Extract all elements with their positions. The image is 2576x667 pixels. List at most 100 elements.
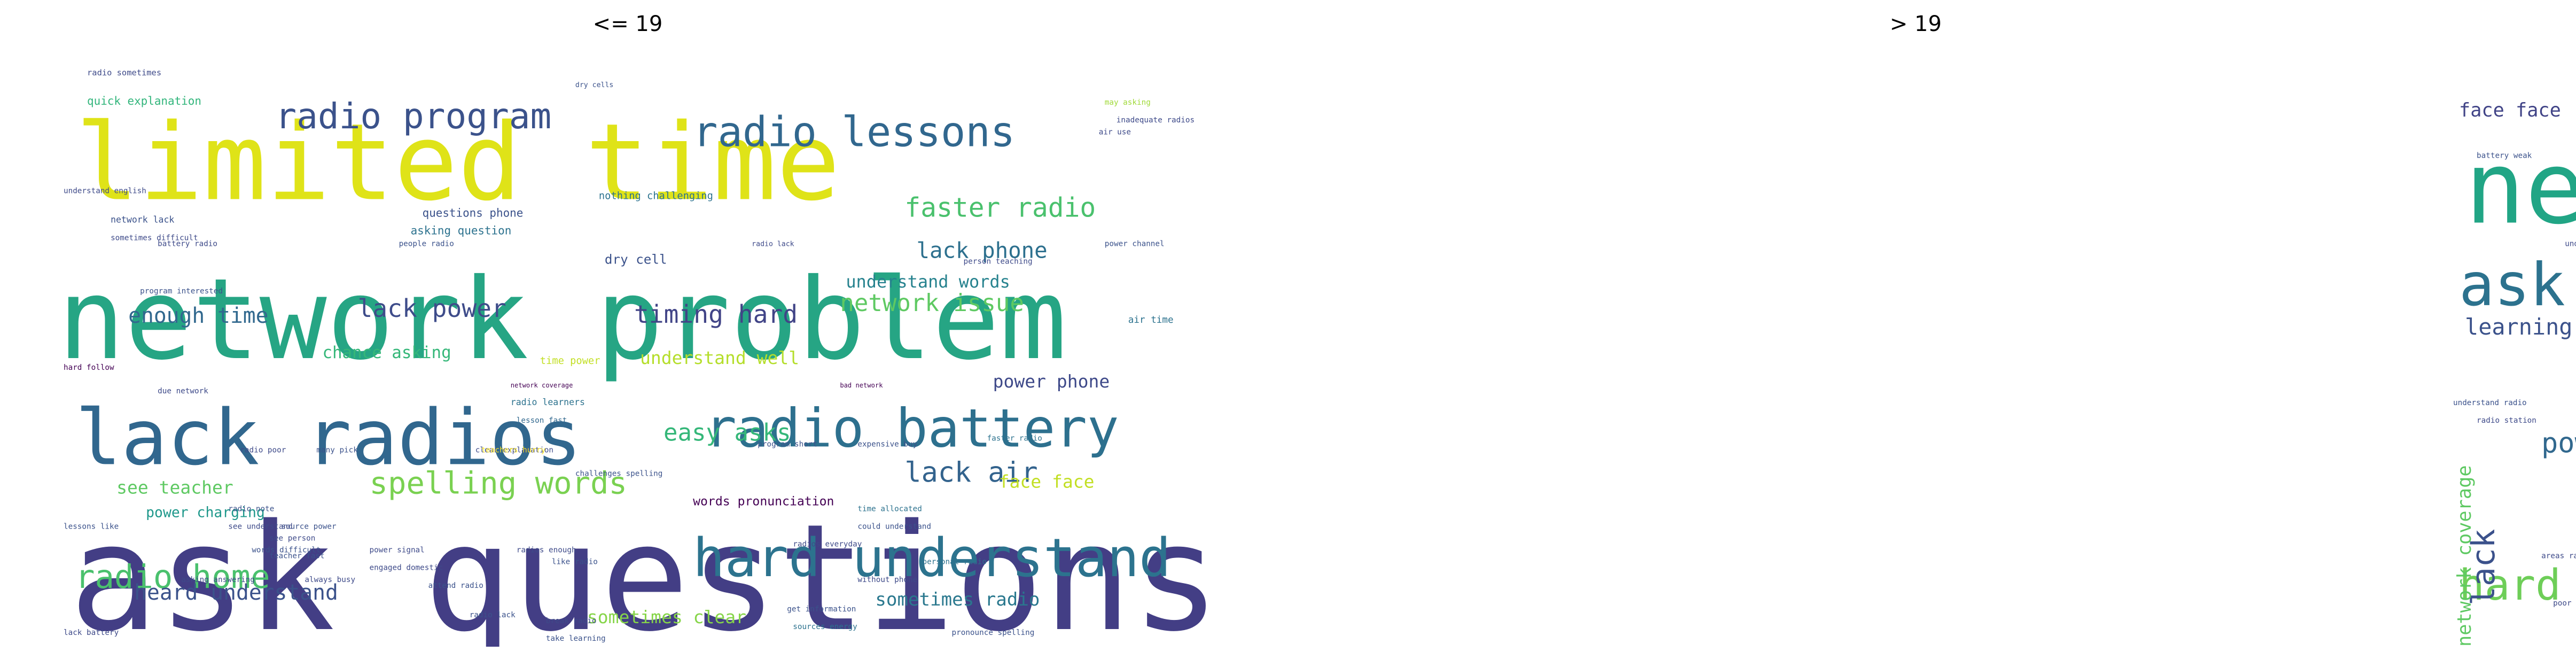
word-network-coverage: network coverage bbox=[2454, 465, 2476, 647]
word-faster-radio: faster radio bbox=[904, 192, 1096, 223]
word-radio-note: radio note bbox=[228, 505, 274, 514]
word-limited-time: limited time bbox=[75, 100, 840, 224]
word-asking-question: asking question bbox=[411, 224, 512, 237]
word-radio-home: radio home bbox=[75, 559, 270, 596]
panel-title: <= 19 bbox=[592, 12, 663, 36]
word-radio-learners: radio learners bbox=[511, 397, 585, 407]
word-program-short: program short bbox=[758, 440, 817, 448]
word-radio-poor: radio poor bbox=[240, 446, 286, 454]
word-radios-everyday: radios everyday bbox=[793, 540, 862, 549]
word-source-power: source power bbox=[281, 523, 337, 531]
wordcloud-panel-left: <= 19 ask questions network problem limite… bbox=[58, 12, 1220, 647]
panel-title: > 19 bbox=[1890, 12, 1942, 36]
word-hard-follow: hard follow bbox=[64, 363, 114, 372]
word-words-pronunciation: words pronunciation bbox=[693, 495, 834, 509]
word-radio-program: radio program bbox=[275, 96, 551, 137]
word-poor-communication: poor communication bbox=[2553, 599, 2576, 608]
word-face-face: face face bbox=[999, 471, 1095, 492]
word-lack-battery: lack battery bbox=[64, 629, 119, 637]
word-sometimes-radio: sometimes radio bbox=[875, 589, 1040, 610]
word-radio-sometimes: radio sometimes bbox=[87, 68, 161, 77]
word-spelling-words: spelling words bbox=[370, 465, 627, 501]
word-lack-phone: lack phone bbox=[916, 238, 1047, 263]
word-questions-phone: questions phone bbox=[423, 207, 524, 220]
word-timing-hard: timing hard bbox=[634, 300, 798, 329]
word-network-issue: network issue bbox=[840, 290, 1024, 317]
word-radio-lack: radio lack bbox=[470, 611, 516, 619]
word-battery-radio: battery radio bbox=[158, 240, 217, 249]
word-asking-answering: asking answering bbox=[181, 576, 255, 584]
word-expensive-buy: expensive buy bbox=[857, 440, 917, 448]
word-understand-english: understand english bbox=[64, 187, 146, 195]
word-power-channel: power channel bbox=[1105, 240, 1165, 249]
word-enough-time: enough time bbox=[128, 304, 268, 328]
word-teacher-fast: teacher fast bbox=[269, 552, 324, 561]
word-due-network: due network bbox=[158, 387, 208, 395]
word-without-phone: without phone bbox=[857, 576, 917, 584]
word-hard-understand: hard understand bbox=[2459, 560, 2576, 610]
word-lessons-like: lessons like bbox=[64, 523, 119, 531]
word-attend-radio: attend radio bbox=[428, 581, 483, 590]
word-dry-cell: dry cell bbox=[605, 252, 667, 267]
word-radio-station: radio station bbox=[2477, 416, 2536, 425]
word-network-problem: network problem bbox=[2465, 130, 2576, 246]
word-break-radio: break radio bbox=[546, 617, 597, 625]
word-bad-network: bad network bbox=[840, 382, 883, 389]
word-inadequate-radios: inadequate radios bbox=[1117, 116, 1195, 125]
word-radio-lack: radio lack bbox=[752, 241, 794, 249]
word-face-face: face face bbox=[2459, 99, 2561, 121]
word-network-lack: network lack bbox=[111, 215, 174, 225]
word-pronounce-spelling: pronounce spelling bbox=[952, 629, 1035, 637]
word-dry-cells: dry cells bbox=[575, 81, 614, 89]
word-power: power bbox=[2541, 427, 2576, 459]
word-heard-understand: heard understand bbox=[134, 580, 338, 605]
word-sometimes-clear: sometimes clear bbox=[587, 607, 746, 627]
word-air-use: air use bbox=[1099, 128, 1131, 136]
word-clear-explanation: clear explanation bbox=[475, 446, 553, 454]
word-understand-well: understand well bbox=[640, 347, 799, 368]
word-lack-radios: lack radios bbox=[75, 393, 582, 482]
word-network-coverage: network coverage bbox=[511, 382, 573, 389]
word-could-understand: could understand bbox=[857, 523, 931, 531]
word-faster-radio: faster radio bbox=[987, 434, 1042, 443]
word-easy-asks: easy asks bbox=[663, 419, 791, 446]
word-power-charging: power charging bbox=[146, 505, 265, 521]
word-nothing-challenging: nothing challenging bbox=[599, 190, 713, 201]
word-understand-radio: understand radio bbox=[2453, 399, 2527, 407]
word-personal-radio: personal radio bbox=[922, 558, 986, 567]
word-chance-asking: chance asking bbox=[322, 343, 451, 362]
word-hard-understand: hard understand bbox=[693, 528, 1171, 589]
word-power-phone: power phone bbox=[993, 371, 1110, 392]
word-see-person: see person bbox=[269, 534, 315, 543]
word-take-learning: take learning bbox=[546, 634, 606, 643]
word-engaged-domestic: engaged domestic bbox=[370, 564, 443, 572]
word-get-information: get information bbox=[787, 605, 856, 614]
word-lack-power: lack power bbox=[358, 294, 506, 323]
word-teachers-hurry: teachers hurry bbox=[481, 446, 546, 454]
word-lack-air: lack air bbox=[904, 456, 1037, 488]
word-people-radio: people radio bbox=[399, 240, 454, 249]
word-radios-enough: radios enough bbox=[517, 546, 576, 555]
word-lack: lack bbox=[2465, 529, 2502, 606]
word-power-signal: power signal bbox=[370, 546, 425, 555]
word-air-time: air time bbox=[1128, 315, 1174, 325]
word-quick-explanation: quick explanation bbox=[87, 95, 201, 107]
word-words-difficult: words difficult bbox=[252, 546, 321, 555]
word-program-interested: program interested bbox=[140, 287, 223, 296]
word-areas-radio: areas radio bbox=[2541, 552, 2576, 561]
word-time-allocated: time allocated bbox=[857, 505, 922, 514]
word-many-pick: many pick bbox=[316, 446, 358, 454]
word-sources-energy: sources energy bbox=[793, 623, 857, 631]
wordcloud-left: ask questions network problem limited time… bbox=[58, 68, 1220, 647]
word-ask-questions: ask questions bbox=[69, 492, 1220, 647]
word-see-teacher: see teacher bbox=[116, 477, 233, 498]
word-battery-weak: battery weak bbox=[2477, 151, 2532, 160]
word-always-busy: always busy bbox=[305, 576, 355, 584]
word-time-power: time power bbox=[540, 355, 600, 367]
word-see-understand: see understand bbox=[228, 523, 292, 531]
word-radio-lessons: radio lessons bbox=[693, 108, 1015, 156]
word-understand-words: understand words bbox=[846, 272, 1010, 292]
word-network-problem: network problem bbox=[58, 255, 1067, 385]
